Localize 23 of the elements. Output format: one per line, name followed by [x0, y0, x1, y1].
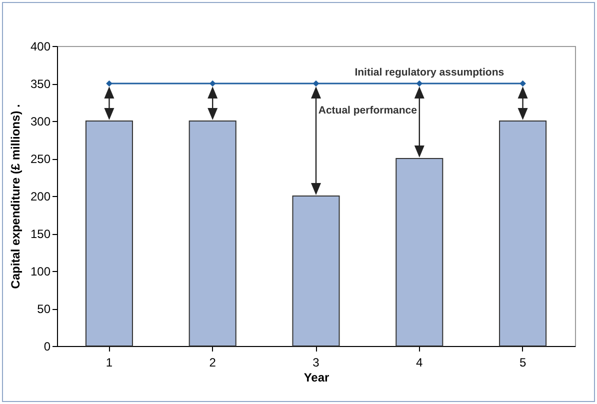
x-tick-label: 2: [209, 356, 216, 370]
y-tick-label: 250: [30, 152, 51, 166]
y-tick-label: 300: [30, 114, 51, 128]
annotation: Actual performance: [318, 104, 418, 116]
bar: [499, 120, 547, 346]
bar: [85, 120, 133, 346]
x-axis-title: Year: [304, 370, 330, 384]
y-tick-label: 200: [30, 190, 51, 204]
bar: [292, 196, 340, 346]
y-tick-label: 400: [30, 40, 51, 54]
x-tick-label: 3: [312, 356, 320, 370]
y-tick-label: 50: [37, 302, 51, 316]
x-tick-label: 5: [519, 356, 526, 370]
y-axis-title: Capital expenditure (£ millions) .: [8, 104, 22, 289]
bar: [396, 158, 444, 346]
bar: [188, 120, 236, 346]
x-tick-label: 4: [416, 356, 424, 370]
y-tick-label: 100: [30, 264, 51, 278]
y-tick-label: 350: [30, 77, 51, 91]
y-tick-label: 150: [30, 227, 51, 241]
annotation: Initial regulatory assumptions: [354, 66, 504, 78]
x-tick-label: 1: [106, 356, 113, 370]
y-tick-label: 0: [44, 340, 51, 354]
